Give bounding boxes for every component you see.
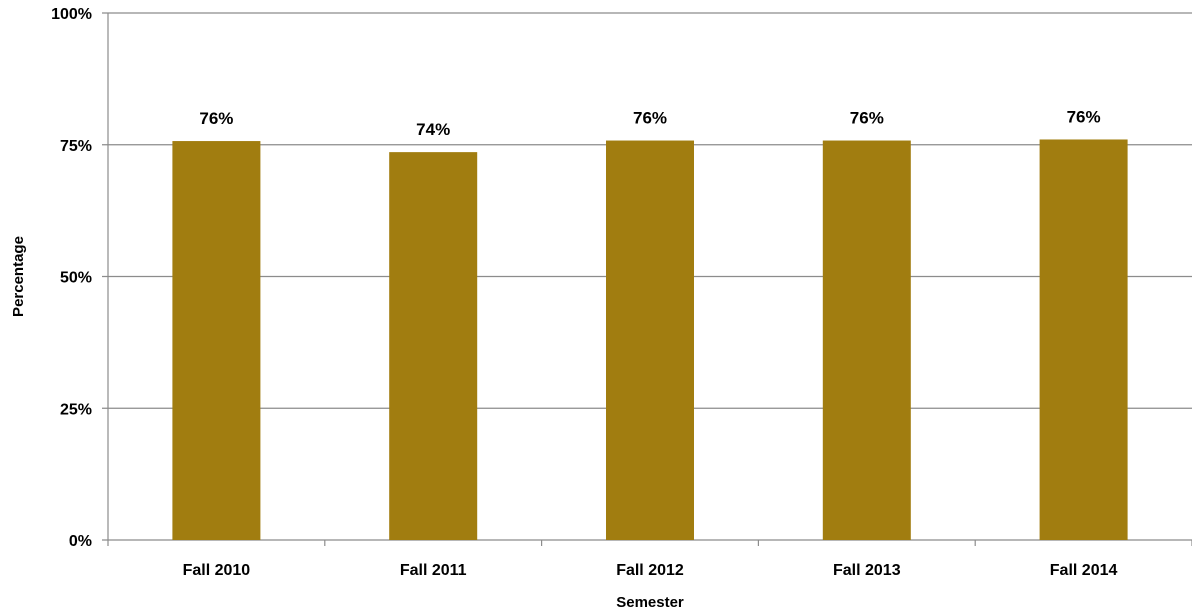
- y-tick-labels: 0% 25% 50% 75% 100%: [51, 6, 92, 550]
- x-tick-label: Fall 2014: [1050, 562, 1118, 579]
- data-label: 76%: [850, 109, 884, 128]
- x-tick-label: Fall 2012: [616, 562, 684, 579]
- y-axis-title: Percentage: [10, 236, 27, 317]
- data-label: 76%: [633, 109, 667, 128]
- data-label: 76%: [199, 109, 233, 128]
- bar: [1039, 139, 1128, 541]
- y-tick-label: 25%: [60, 401, 92, 418]
- x-axis-title: Semester: [616, 594, 684, 611]
- data-label: 74%: [416, 120, 450, 139]
- y-tick-label: 50%: [60, 270, 92, 287]
- y-tick-label: 100%: [51, 6, 92, 23]
- y-tick-label: 75%: [60, 138, 92, 155]
- bar: [389, 152, 478, 541]
- bars: [172, 139, 1128, 541]
- data-label: 76%: [1067, 107, 1101, 126]
- x-tick-label: Fall 2011: [400, 562, 467, 579]
- x-tick-labels: Fall 2010 Fall 2011 Fall 2012 Fall 2013 Fall…: [183, 562, 1118, 579]
- bar: [606, 140, 694, 540]
- bar: [822, 140, 911, 540]
- x-tick-label: Fall 2013: [833, 562, 901, 579]
- bar: [172, 141, 261, 540]
- data-labels: 76% 74% 76% 76% 76%: [199, 107, 1100, 139]
- x-tick-label: Fall 2010: [183, 562, 251, 579]
- y-tick-label: 0%: [69, 533, 92, 550]
